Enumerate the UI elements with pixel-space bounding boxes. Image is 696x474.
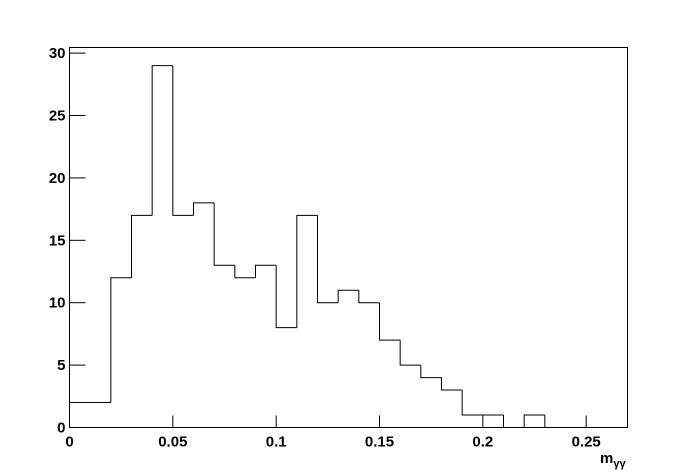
- histogram-bin: [131, 214, 153, 278]
- x-axis-label-sub: γγ: [613, 458, 626, 470]
- histogram-bin: [234, 265, 256, 279]
- histogram-bin: [69, 402, 91, 428]
- x-tick-label: 0.25: [572, 434, 601, 451]
- y-tick-label: 5: [57, 357, 65, 374]
- histogram-bin: [151, 65, 173, 216]
- histogram-bin: [420, 365, 442, 379]
- x-tick-label: 0.1: [266, 434, 287, 451]
- histogram-bin: [275, 265, 297, 329]
- y-tick-label: 0: [57, 420, 65, 437]
- y-tick-label: 10: [49, 295, 66, 312]
- histogram-bin: [441, 377, 463, 391]
- histogram-bin: [544, 415, 566, 428]
- x-axis-label-base: m: [600, 450, 613, 467]
- y-tick-label: 30: [49, 45, 66, 62]
- x-tick-label: 0.2: [472, 434, 493, 451]
- histogram-bin: [255, 264, 277, 278]
- histogram-bin: [172, 65, 194, 216]
- histogram-bin: [213, 202, 235, 266]
- histogram-bin: [110, 277, 132, 403]
- x-axis-label: mγγ: [600, 450, 626, 470]
- x-tick-label: 0.15: [365, 434, 394, 451]
- x-tick-label: 0: [65, 434, 73, 451]
- plot-frame: [69, 47, 628, 428]
- histogram-bin: [296, 214, 318, 328]
- histogram-bin: [358, 290, 380, 304]
- y-tick-label: 20: [49, 170, 66, 187]
- y-tick-label: 25: [49, 108, 66, 125]
- histogram-bin: [523, 414, 545, 428]
- histogram-bin: [461, 390, 483, 416]
- x-tick-label: 0.05: [158, 434, 187, 451]
- histogram-bin: [399, 340, 421, 366]
- histogram-bin: [503, 415, 525, 428]
- histogram-bin: [337, 289, 359, 303]
- histogram-bin: [379, 302, 401, 341]
- y-tick-label: 15: [49, 232, 66, 249]
- histogram-bin: [317, 215, 339, 304]
- histogram-bin: [193, 202, 215, 216]
